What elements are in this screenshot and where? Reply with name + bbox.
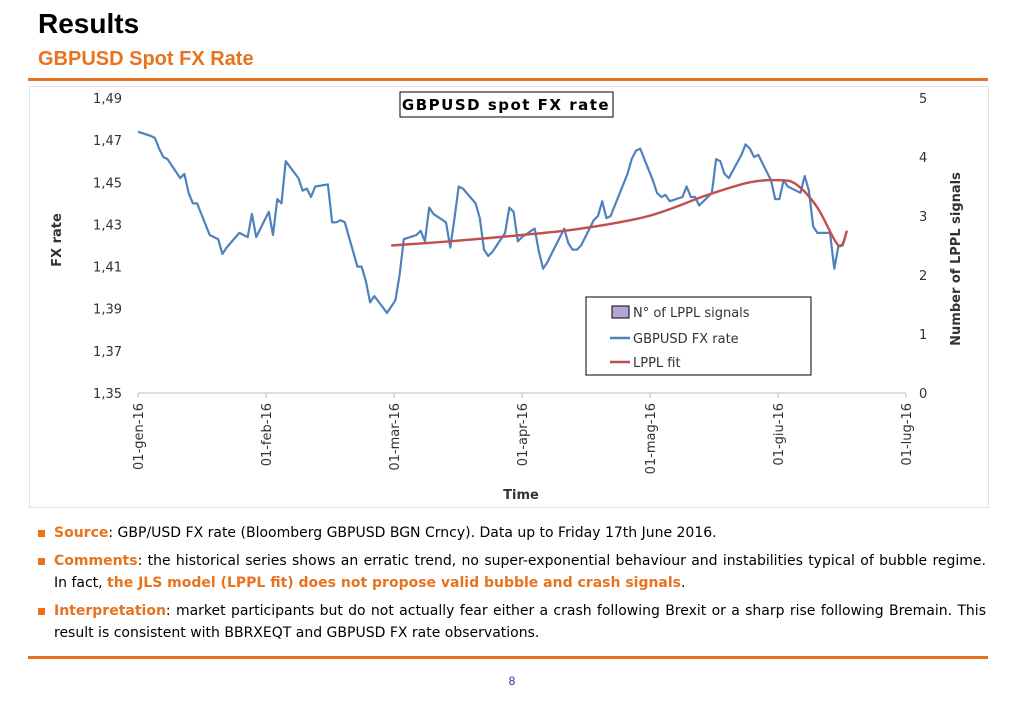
bullet-text-comments: : the historical series shows an erratic…	[54, 553, 986, 591]
y-tick-label: 1,45	[93, 176, 122, 191]
chart-title-frame	[399, 91, 614, 118]
bullet-lead-interpretation: Interpretation	[54, 603, 166, 619]
page-number: 8	[508, 674, 516, 688]
y-tick-label: 1,39	[93, 303, 122, 318]
bullet-text-source: : GBP/USD FX rate (Bloomberg GBPUSD BGN …	[108, 525, 717, 541]
x-tick-label: 01-lug-16	[900, 403, 915, 466]
legend-label-fit: LPPL fit	[633, 356, 681, 371]
x-tick-label: 01-apr-16	[516, 403, 531, 466]
x-tick-label: 01-mag-16	[644, 403, 659, 474]
x-tick-labels: 01-gen-16 01-feb-16 01-mar-16 01-apr-16 01-m…	[132, 393, 915, 474]
y2-tick-label: 2	[919, 269, 927, 284]
bullet-lead-source: Source	[54, 525, 109, 541]
legend-label-signals: N° of LPPL signals	[633, 306, 750, 321]
fx-rate-chart: 1,351,371,391,411,431,451,471,49 012345 …	[50, 91, 964, 503]
x-tick-label: 01-giu-16	[772, 403, 787, 466]
x-tick-label: 01-mar-16	[388, 403, 403, 471]
bottom-divider	[28, 656, 988, 659]
y-tick-label: 1,49	[93, 92, 122, 107]
y2-axis-label: Number of LPPL signals	[949, 172, 964, 346]
y2-tick-label: 0	[919, 387, 927, 402]
y-axis-label: FX rate	[50, 213, 65, 267]
bullet-square-icon	[38, 558, 45, 565]
chart-title-box: GBPUSD spot FX rate	[399, 91, 614, 118]
y2-tick-labels: 0 1 2 3 4 5	[919, 92, 927, 402]
bullet-source: Source: GBP/USD FX rate (Bloomberg GBPUS…	[38, 522, 986, 544]
x-tick-label: 01-gen-16	[132, 403, 147, 470]
y2-tick-label: 1	[919, 328, 927, 343]
y2-tick-label: 3	[919, 210, 927, 225]
y-tick-label: 1,43	[93, 218, 122, 233]
slide-subtitle: GBPUSD Spot FX Rate	[38, 48, 254, 70]
y-tick-label: 1,35	[93, 387, 122, 402]
bullet-highlight-comments: the JLS model (LPPL fit) does not propos…	[107, 575, 682, 591]
bullet-text-interpretation: : market participants but do not actuall…	[54, 603, 986, 641]
legend-label-fx: GBPUSD FX rate	[633, 332, 739, 347]
bullet-square-icon	[38, 530, 45, 537]
lppl-fit-series	[391, 178, 849, 248]
chart-title: GBPUSD spot FX rate	[402, 96, 610, 114]
slide-title: Results	[38, 8, 140, 39]
bullet-square-icon	[38, 608, 45, 615]
y2-tick-label: 4	[919, 151, 927, 166]
y-tick-labels: 1,35 1,37 1,39 1,41 1,43 1,45 1,47 1,49	[93, 92, 122, 402]
x-axis-label: Time	[503, 488, 539, 503]
lppl-fit-line	[391, 178, 849, 248]
top-divider	[28, 78, 988, 81]
bullet-lead-comments: Comments	[54, 553, 138, 569]
legend-swatch-signals	[611, 305, 630, 319]
bullet-tail-comments: .	[681, 575, 686, 591]
bullet-interpretation: Interpretation: market participants but …	[38, 600, 986, 644]
y-tick-label: 1,47	[93, 134, 122, 149]
fx-rate-line	[137, 130, 848, 314]
y-tick-label: 1,41	[93, 261, 122, 276]
bullet-list: Source: GBP/USD FX rate (Bloomberg GBPUS…	[38, 522, 986, 650]
y-tick-label: 1,37	[93, 345, 122, 360]
y2-tick-label: 5	[919, 92, 927, 107]
fx-rate-series	[137, 130, 848, 314]
x-tick-label: 01-feb-16	[260, 403, 275, 466]
chart-legend: N° of LPPL signals GBPUSD FX rate LPPL f…	[585, 296, 812, 376]
bullet-comments: Comments: the historical series shows an…	[38, 550, 986, 594]
